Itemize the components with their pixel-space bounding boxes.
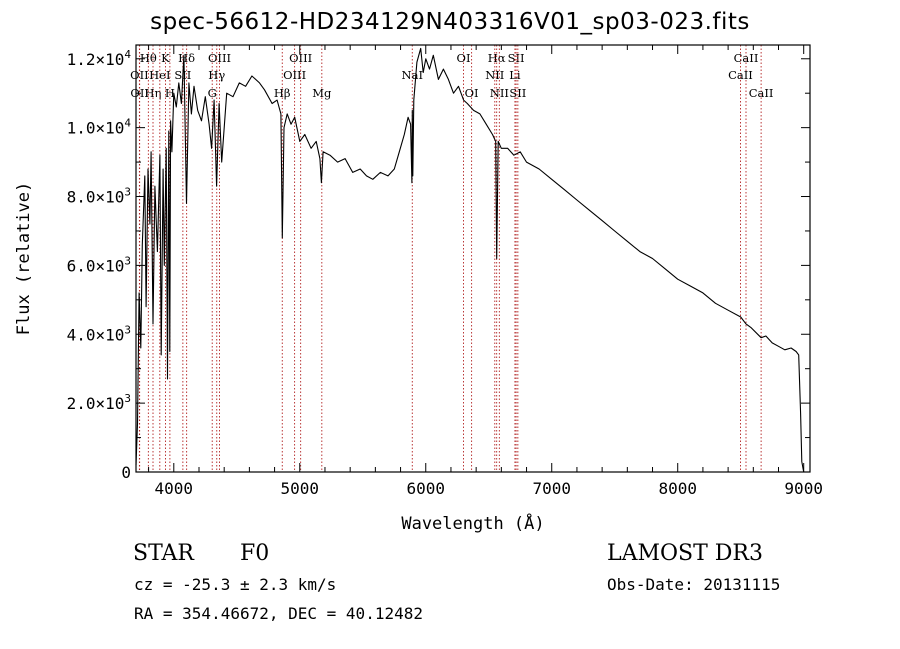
- y-tick-label: 1.2×104: [67, 48, 132, 69]
- line-marker-label: Hβ: [274, 86, 291, 100]
- sky-coordinates: RA = 354.46672, DEC = 40.12482: [134, 604, 423, 623]
- line-marker-label: SII: [509, 86, 526, 100]
- line-marker-label: Hδ: [178, 51, 195, 65]
- x-tick-label: 4000: [155, 479, 194, 498]
- spectral-subclass: F0: [240, 541, 270, 566]
- line-marker-label: NaI: [402, 68, 423, 82]
- plot-frame: [135, 44, 811, 473]
- x-tick-label: 8000: [658, 479, 697, 498]
- line-marker-label: OI: [457, 51, 471, 65]
- line-marker-label: Mg: [312, 86, 332, 100]
- line-marker-label: Hγ: [208, 68, 225, 82]
- x-tick-label: 6000: [406, 479, 445, 498]
- y-tick-label: 6.0×103: [67, 254, 131, 275]
- line-marker-label: NII: [485, 68, 504, 82]
- line-marker-label: HeI: [149, 68, 170, 82]
- y-axis-label: Flux (relative): [14, 182, 34, 336]
- line-marker-label: CaII: [749, 86, 774, 100]
- line-marker-label: Hη: [145, 86, 162, 100]
- line-marker-label: SII: [508, 51, 525, 65]
- x-tick-label: 9000: [784, 479, 823, 498]
- observation-date: Obs-Date: 20131115: [607, 575, 781, 594]
- line-marker-label: NII: [490, 86, 509, 100]
- y-tick-label: 0: [121, 463, 131, 482]
- line-marker-label: OIII: [208, 51, 231, 65]
- y-tick-label: 1.0×104: [67, 117, 132, 138]
- redshift-velocity: cz = -25.3 ± 2.3 km/s: [134, 575, 337, 594]
- line-marker-label: Li: [509, 68, 521, 82]
- line-marker-label: CaII: [734, 51, 759, 65]
- line-marker-label: Hθ: [140, 51, 157, 65]
- line-marker-label: OII: [130, 68, 149, 82]
- line-marker-label: OIII: [289, 51, 312, 65]
- line-marker-label: CaII: [728, 68, 753, 82]
- chart-title: spec-56612-HD234129N403316V01_sp03-023.f…: [150, 9, 750, 35]
- spectrum-series-line: [135, 47, 805, 473]
- line-marker-label: H: [165, 86, 175, 100]
- line-marker-label: OIII: [283, 68, 306, 82]
- line-marker-label: OI: [465, 86, 479, 100]
- x-tick-label: 5000: [281, 479, 320, 498]
- y-tick-label: 8.0×103: [67, 186, 131, 207]
- object-type: STAR: [133, 541, 194, 566]
- line-marker-label: K: [161, 51, 170, 65]
- y-tick-label: 4.0×103: [67, 323, 131, 344]
- survey-name: LAMOST DR3: [607, 541, 763, 566]
- line-marker-label: G: [208, 86, 217, 100]
- x-axis-label: Wavelength (Å): [401, 512, 544, 534]
- line-marker-label: Hα: [488, 51, 506, 65]
- y-tick-label: 2.0×103: [67, 392, 131, 413]
- x-tick-label: 7000: [532, 479, 571, 498]
